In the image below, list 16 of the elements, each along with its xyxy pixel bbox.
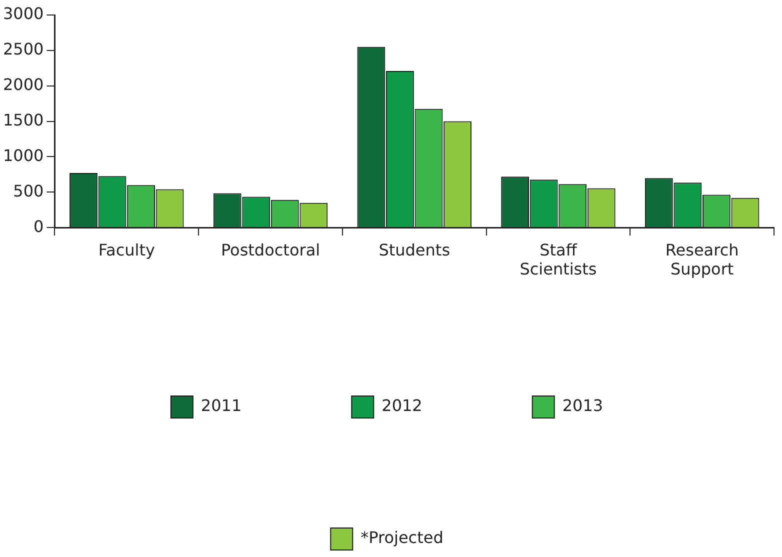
x-tick-label: Faculty [98, 240, 155, 260]
y-tick-label: 500 [13, 181, 44, 200]
y-tick-label: 3000 [3, 4, 44, 24]
y-tick-label: 1500 [3, 110, 44, 130]
legend-label: *Projected [360, 528, 444, 548]
legend-label: 2011 [200, 396, 242, 416]
y-tick-label: 2000 [3, 75, 44, 94]
legend-label: 2013 [562, 396, 604, 416]
y-tick-label: 1000 [3, 146, 44, 165]
y-tick-label: 2500 [3, 40, 44, 59]
x-tick-label: Research Support [665, 240, 739, 279]
y-tick-label: 0 [34, 216, 44, 236]
x-tick-label: Students [378, 240, 450, 260]
x-tick-label: Postdoctoral [220, 240, 320, 260]
x-tick-label: Staff Scientists [520, 240, 597, 279]
legend-label: 2012 [382, 396, 422, 416]
